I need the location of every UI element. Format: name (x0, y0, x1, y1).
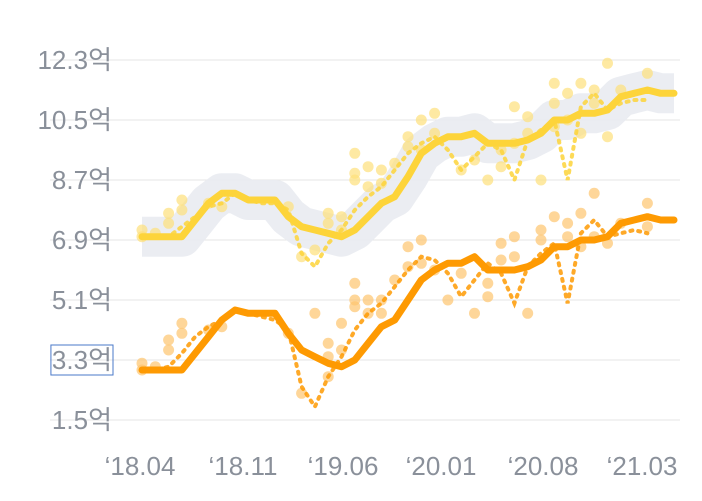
transaction-dot (429, 127, 441, 139)
transaction-dot (495, 161, 507, 173)
transaction-dot (362, 294, 374, 306)
transaction-dot (508, 101, 520, 113)
transaction-dot (508, 231, 520, 243)
x-tick-label: ‘20.01 (406, 451, 477, 481)
transaction-dot (322, 337, 334, 349)
y-tick-label: 6.9억 (52, 225, 112, 255)
transaction-dot (562, 217, 574, 229)
x-tick-label: ‘20.08 (508, 451, 579, 481)
transaction-dot (163, 217, 175, 229)
transaction-dot (176, 317, 188, 329)
transaction-dot (641, 197, 653, 209)
transaction-dot (442, 294, 454, 306)
trend-lines (138, 86, 678, 374)
transaction-dot (362, 181, 374, 193)
transaction-dot (535, 224, 547, 236)
transaction-dot (588, 84, 600, 96)
transaction-dot (482, 277, 494, 289)
x-tick-label: ‘21.03 (607, 451, 678, 481)
y-tick-label: 10.5억 (37, 105, 112, 135)
transaction-dot (309, 244, 321, 256)
transaction-dot (522, 111, 534, 123)
transaction-dot (402, 241, 414, 253)
x-tick-label: ‘18.11 (209, 451, 278, 481)
transaction-dot (296, 251, 308, 263)
transaction-dot (575, 207, 587, 219)
transaction-dot (495, 237, 507, 249)
y-tick-label: 1.5억 (52, 405, 112, 435)
transaction-dot (349, 301, 361, 313)
transaction-dot (375, 307, 387, 319)
transaction-dot (429, 107, 441, 119)
monthly-dotted-line (140, 90, 650, 270)
transaction-dot (588, 97, 600, 109)
transaction-dot (336, 317, 347, 329)
transaction-dot (402, 141, 414, 153)
trend-line (138, 213, 678, 374)
transaction-dot (588, 187, 600, 199)
transaction-dot (562, 231, 574, 243)
transaction-dot (415, 234, 427, 246)
transaction-dot (163, 334, 175, 346)
transaction-dot (415, 114, 427, 126)
transaction-dot (309, 307, 321, 319)
transaction-dot (562, 87, 574, 99)
trend-line (138, 86, 678, 241)
transaction-dot (482, 174, 494, 186)
transaction-dot (322, 217, 334, 229)
y-axis-ticks: 12.3억 10.5억 8.7억 6.9억 5.1억 3.3억 1.5억 (37, 45, 114, 435)
transaction-dot (575, 77, 587, 89)
transaction-dot (469, 307, 480, 319)
transaction-dot (455, 267, 467, 279)
transaction-dot (176, 194, 188, 206)
transaction-dot (602, 131, 613, 143)
transaction-dot (163, 207, 175, 219)
y-tick-label: 8.7억 (52, 165, 112, 195)
transaction-dot (176, 204, 188, 216)
transaction-dot (415, 257, 427, 269)
y-tick-label: 3.3억 (52, 345, 112, 375)
y-tick-highlight-box (50, 344, 114, 376)
x-tick-label: ‘19.06 (308, 451, 379, 481)
transaction-dot (163, 344, 175, 356)
y-tick-label: 12.3억 (37, 45, 112, 75)
transaction-dot (482, 291, 494, 303)
transaction-dot (535, 234, 547, 246)
transaction-dot (375, 164, 387, 176)
transaction-dot (548, 211, 560, 223)
transaction-dot (176, 327, 188, 339)
transaction-dot (602, 57, 613, 69)
transaction-dot (349, 277, 361, 289)
transaction-dot (641, 67, 653, 79)
y-tick-label: 5.1억 (52, 285, 112, 315)
transaction-dot (362, 161, 374, 173)
x-tick-label: ‘18.04 (105, 451, 176, 481)
transaction-dot (349, 147, 361, 159)
transaction-dot (336, 211, 347, 223)
transaction-dot (535, 174, 547, 186)
transaction-dot (508, 251, 520, 263)
transaction-dot (641, 221, 653, 233)
transaction-dot (296, 387, 308, 399)
transaction-dot (495, 254, 507, 266)
transaction-dot (522, 307, 534, 319)
x-axis-ticks: ‘18.04 ‘18.11 ‘19.06 ‘20.01 ‘20.08 ‘21.03 (105, 451, 678, 481)
transaction-dot (548, 77, 560, 89)
transaction-dot (402, 131, 414, 143)
transaction-dot (349, 174, 361, 186)
transaction-dot (322, 207, 334, 219)
transaction-dot (548, 97, 560, 109)
